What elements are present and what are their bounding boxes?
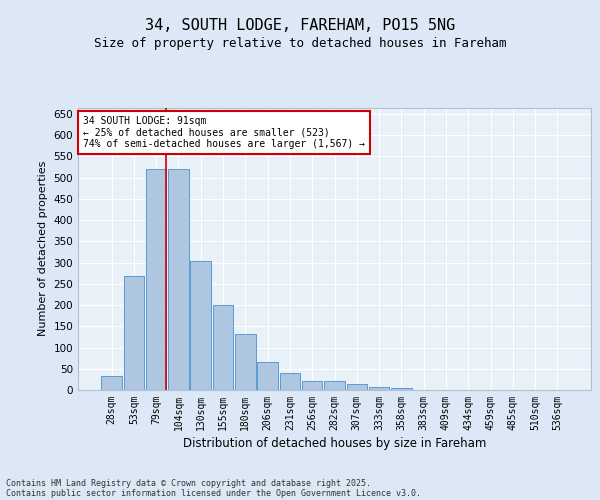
Bar — [347, 384, 367, 390]
Text: 34 SOUTH LODGE: 91sqm
← 25% of detached houses are smaller (523)
74% of semi-det: 34 SOUTH LODGE: 91sqm ← 25% of detached … — [83, 116, 365, 149]
Bar — [124, 276, 144, 390]
Text: 34, SOUTH LODGE, FAREHAM, PO15 5NG: 34, SOUTH LODGE, FAREHAM, PO15 5NG — [145, 18, 455, 32]
Bar — [101, 376, 122, 390]
Text: Contains HM Land Registry data © Crown copyright and database right 2025.: Contains HM Land Registry data © Crown c… — [6, 478, 371, 488]
Text: Contains public sector information licensed under the Open Government Licence v3: Contains public sector information licen… — [6, 488, 421, 498]
Bar — [391, 388, 412, 390]
Bar — [213, 306, 233, 390]
Y-axis label: Number of detached properties: Number of detached properties — [38, 161, 48, 336]
Bar — [369, 388, 389, 390]
Bar — [146, 169, 166, 390]
Bar — [168, 169, 189, 390]
Bar — [257, 362, 278, 390]
Bar — [190, 262, 211, 390]
Bar — [324, 381, 345, 390]
Bar — [302, 381, 322, 390]
X-axis label: Distribution of detached houses by size in Fareham: Distribution of detached houses by size … — [183, 437, 486, 450]
Bar — [235, 334, 256, 390]
Text: Size of property relative to detached houses in Fareham: Size of property relative to detached ho… — [94, 38, 506, 51]
Bar — [280, 373, 300, 390]
